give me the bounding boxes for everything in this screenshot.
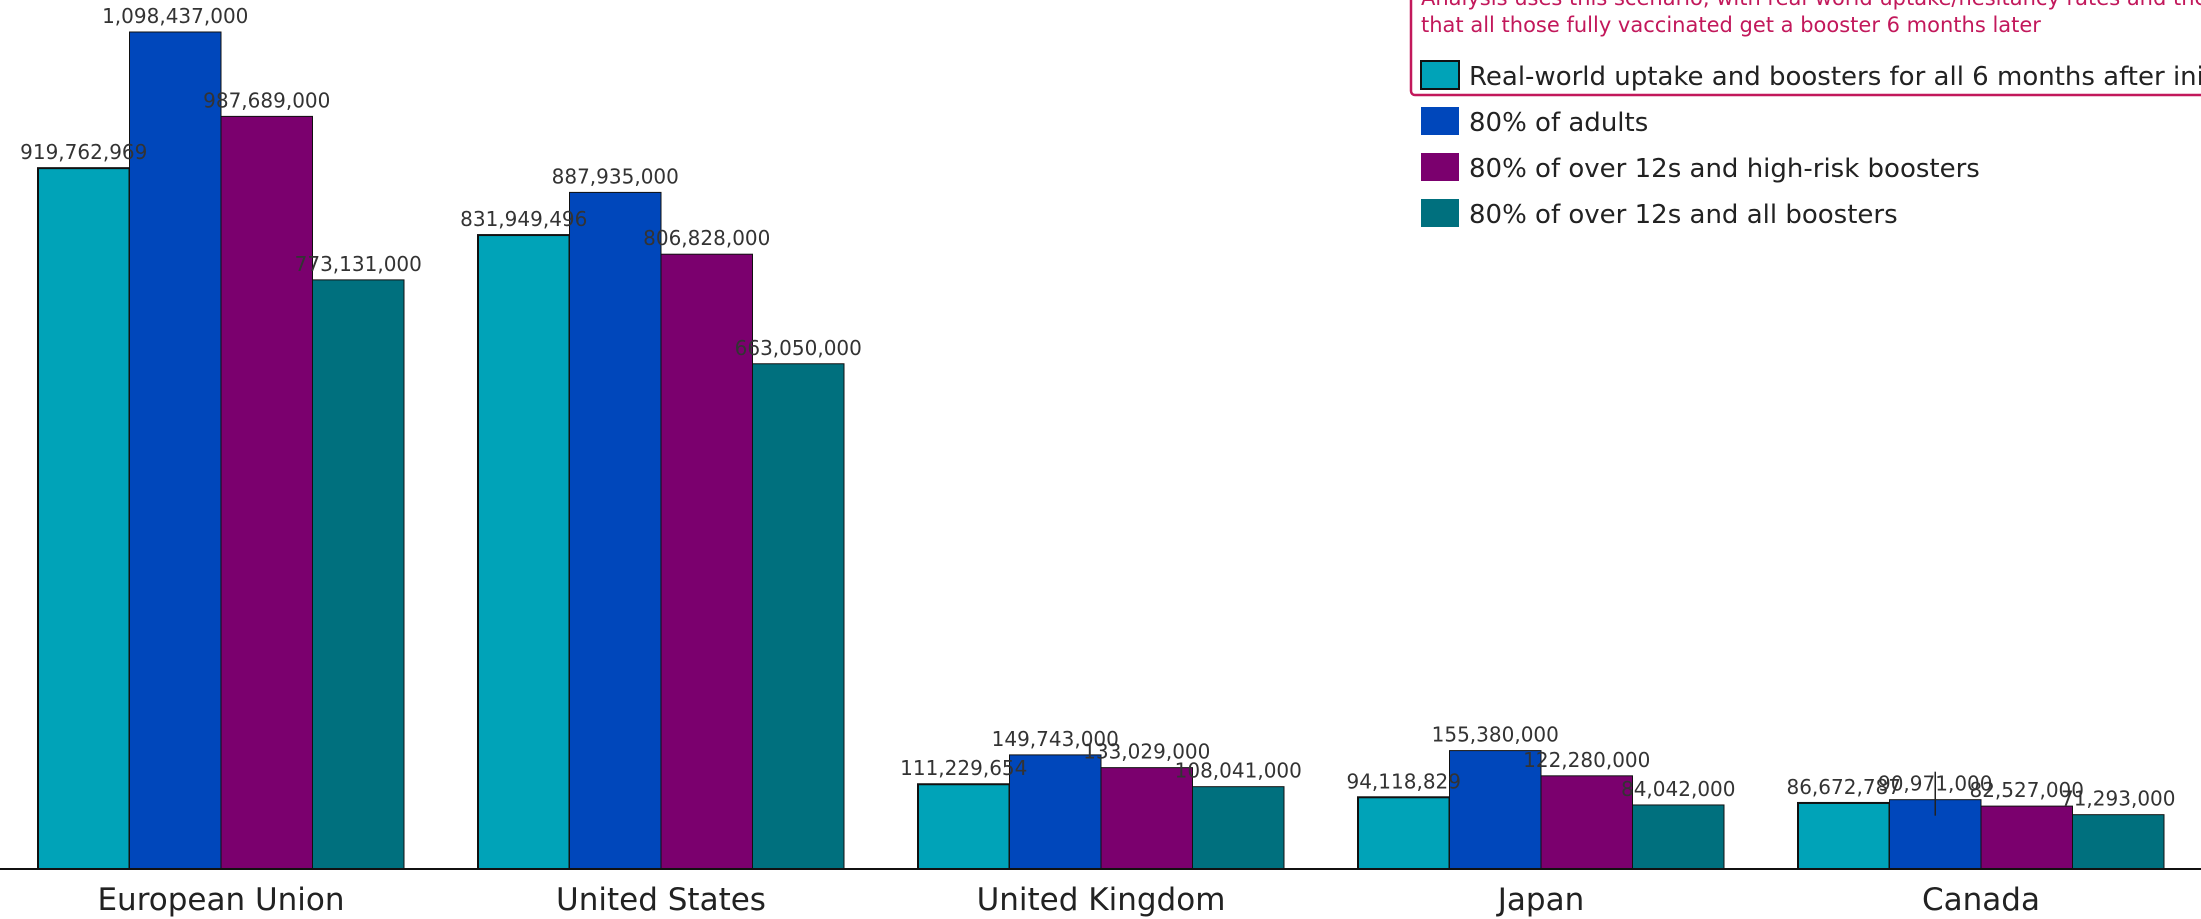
value-label-european-union-series-4: 773,131,000 — [295, 252, 422, 276]
legend-label-series-2: 80% of adults — [1469, 108, 1648, 138]
bar-united-kingdom-series-1 — [917, 783, 1011, 870]
value-label-canada-series-4: 71,293,000 — [2061, 787, 2176, 811]
bar-japan-series-2 — [1449, 750, 1542, 870]
bar-european-union-series-1 — [37, 167, 131, 871]
legend-label-series-3: 80% of over 12s and high-risk boosters — [1469, 154, 1980, 184]
value-label-japan-series-4: 84,042,000 — [1621, 777, 1736, 801]
legend-swatch-series-4 — [1421, 199, 1459, 227]
value-label-canada-series-3: 82,527,000 — [1969, 778, 2084, 802]
value-label-united-states-series-3: 806,828,000 — [643, 226, 770, 250]
bar-canada-series-3 — [1980, 805, 2073, 870]
value-label-united-states-series-1: 831,949,496 — [460, 207, 587, 231]
value-label-japan-series-3: 122,280,000 — [1523, 748, 1650, 772]
value-label-united-kingdom-series-1: 111,229,654 — [900, 756, 1027, 780]
bar-united-kingdom-series-2 — [1009, 754, 1102, 870]
bar-japan-series-1 — [1357, 796, 1451, 870]
category-label-canada: Canada — [1922, 882, 2040, 918]
value-label-united-kingdom-series-4: 108,041,000 — [1175, 759, 1302, 783]
bar-united-states-series-4 — [752, 363, 845, 870]
value-label-japan-series-2: 155,380,000 — [1432, 723, 1559, 747]
value-label-european-union-series-1: 919,762,969 — [20, 140, 147, 164]
bar-european-union-series-2 — [129, 31, 222, 870]
legend-label-series-1: Real-world uptake and boosters for all 6… — [1469, 62, 2201, 92]
bar-united-states-series-1 — [477, 234, 571, 871]
legend-swatch-series-2 — [1421, 107, 1459, 135]
value-label-canada-series-2: 90,971,000 — [1878, 772, 1993, 796]
value-label-european-union-series-2: 1,098,437,000 — [102, 4, 248, 28]
value-label-united-states-series-4: 663,050,000 — [735, 336, 862, 360]
value-label-united-kingdom-series-3: 133,029,000 — [1083, 740, 1210, 764]
value-label-japan-series-1: 94,118,829 — [1346, 769, 1461, 793]
bar-united-kingdom-series-4 — [1192, 786, 1285, 870]
legend-swatch-series-3 — [1421, 153, 1459, 181]
legend: Analysis uses this scenario, with real-w… — [1409, 0, 2201, 230]
value-label-canada-series-1: 86,672,787 — [1786, 775, 1901, 799]
value-label-united-kingdom-series-2: 149,743,000 — [992, 727, 1119, 751]
bar-canada-series-4 — [2072, 814, 2165, 870]
bar-united-states-series-2 — [569, 191, 662, 870]
annotation-box — [1409, 0, 2201, 97]
category-label-japan: Japan — [1496, 882, 1584, 918]
bar-european-union-series-4 — [312, 279, 405, 870]
bar-european-union-series-3 — [220, 115, 313, 870]
category-label-united-kingdom: United Kingdom — [977, 882, 1226, 918]
value-label-united-states-series-2: 887,935,000 — [552, 164, 679, 188]
legend-label-series-4: 80% of over 12s and all boosters — [1469, 200, 1898, 230]
value-label-european-union-series-3: 987,689,000 — [203, 88, 330, 112]
legend-swatch-series-1 — [1420, 60, 1460, 90]
annotation-line-2: that all those fully vaccinated get a bo… — [1421, 13, 2041, 37]
bar-japan-series-4 — [1632, 804, 1725, 870]
bar-united-kingdom-series-3 — [1100, 767, 1193, 870]
bar-japan-series-3 — [1540, 775, 1633, 870]
bar-canada-series-1 — [1797, 801, 1891, 871]
category-label-united-states: United States — [556, 882, 766, 918]
category-label-european-union: European Union — [97, 882, 344, 918]
bar-united-states-series-3 — [660, 253, 753, 870]
annotation-line-1: Analysis uses this scenario, with real-w… — [1421, 0, 2201, 10]
category-labels-group: European Union United States United Kingdo… — [97, 882, 2040, 918]
value-labels-group: 919,762,969 1,098,437,000 987,689,000 773,1… — [20, 4, 2175, 811]
bars-group — [37, 31, 2165, 871]
